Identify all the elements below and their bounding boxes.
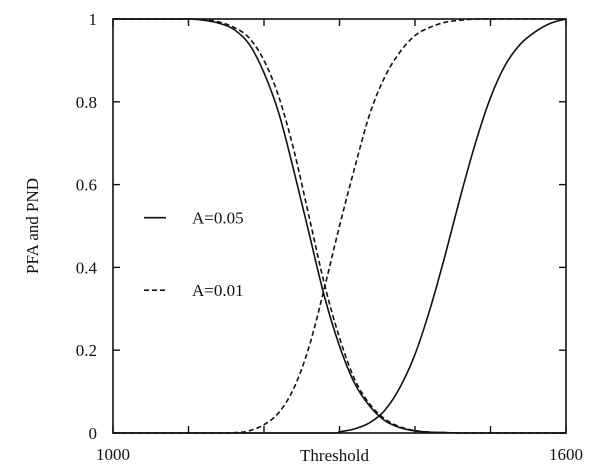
x-tick-label: 1600 (549, 445, 583, 464)
series-line-a005-pnd (112, 18, 567, 434)
y-tick-label: 0 (89, 424, 98, 443)
y-tick-label: 0.2 (76, 341, 97, 360)
x-axis-title: Threshold (300, 446, 369, 465)
series-line-a001-pfa (112, 18, 566, 434)
legend-label: A=0.05 (192, 209, 244, 228)
x-tick-label: 1000 (96, 445, 130, 464)
y-tick-label: 0.4 (76, 258, 98, 277)
legend-label: A=0.01 (192, 281, 244, 300)
y-axis-title: PFA and PND (23, 178, 42, 274)
y-tick-label: 0.6 (76, 176, 97, 195)
series-line-a001-pnd (112, 18, 566, 434)
y-tick-label: 0.8 (76, 93, 97, 112)
y-tick-label: 1 (89, 10, 98, 29)
